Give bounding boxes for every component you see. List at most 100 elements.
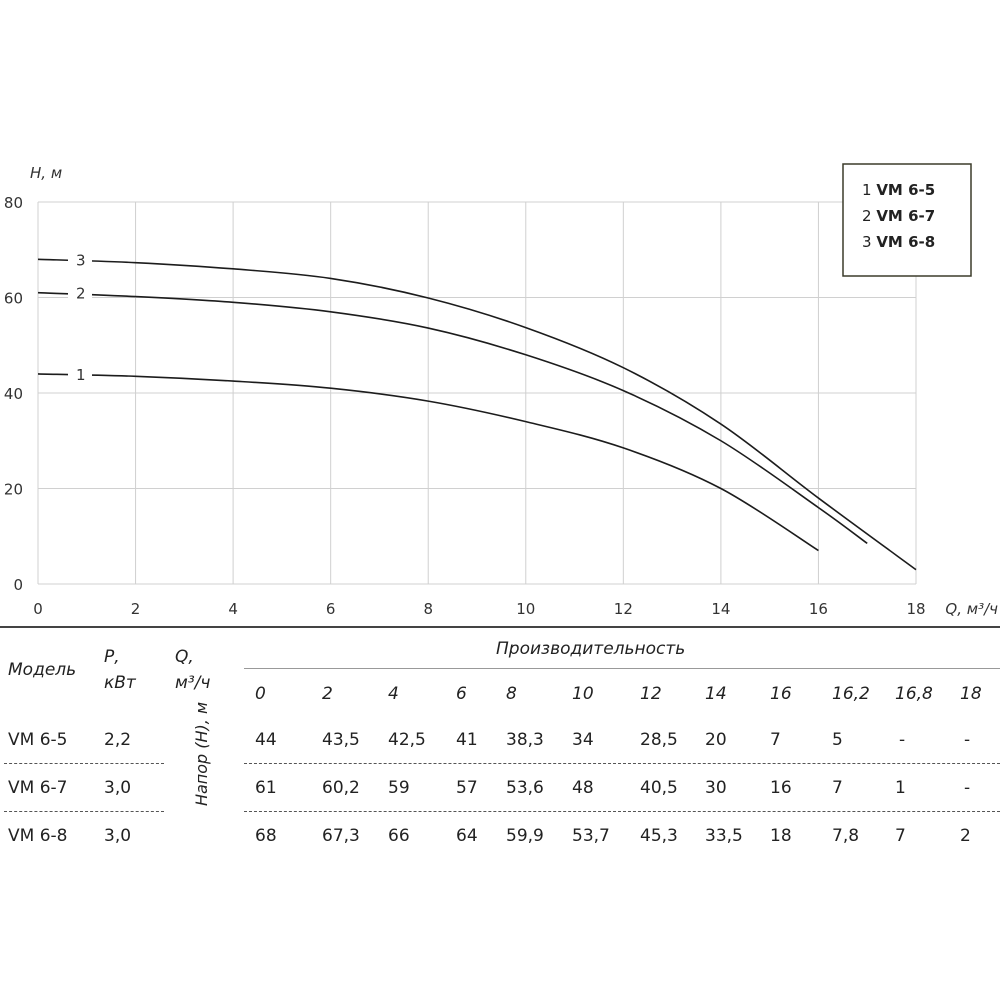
row-model: VM 6-5 — [8, 730, 68, 750]
row-head-value: 2 — [960, 826, 971, 846]
series-label-3: 3 — [76, 251, 86, 269]
row-head-value: 66 — [388, 826, 410, 846]
row-head-value: 7 — [770, 730, 781, 750]
row-separator — [244, 811, 1000, 812]
row-head-value: 67,3 — [322, 826, 360, 846]
row-head-value: 64 — [456, 826, 478, 846]
x-tick-label: 16 — [809, 600, 828, 618]
y-tick-label: 40 — [4, 385, 23, 403]
flow-value: 18 — [960, 684, 982, 704]
flow-value: 0 — [255, 684, 266, 704]
y-tick-label: 60 — [4, 290, 23, 308]
series-line-2 — [37, 291, 868, 545]
row-head-value: 45,3 — [640, 826, 678, 846]
row-head-value: 60,2 — [322, 778, 360, 798]
power-header: Р, кВт — [104, 647, 136, 693]
row-head-value: 28,5 — [640, 730, 678, 750]
row-head-value: 1 — [895, 778, 906, 798]
flow-value: 10 — [572, 684, 594, 704]
row-head-value: 7,8 — [832, 826, 860, 846]
y-tick-label: 80 — [4, 194, 23, 212]
x-axis-title: Q, м³/ч — [945, 600, 998, 618]
row-power: 3,0 — [104, 778, 132, 798]
row-head-value: 7 — [832, 778, 843, 798]
chart-series: 1 2 3 — [37, 250, 917, 571]
flow-value: 4 — [388, 684, 399, 704]
row-head-value: 7 — [895, 826, 906, 846]
row-model: VM 6-7 — [8, 778, 68, 798]
y-tick-label: 20 — [4, 481, 23, 499]
series-label-bg — [68, 283, 92, 302]
row-head-value: 16 — [770, 778, 792, 798]
performance-table: Модель Р, кВт Q, м³/ч Производительность Н… — [0, 626, 1000, 856]
flow-value: 14 — [705, 684, 727, 704]
performance-group-header: Производительность — [496, 639, 686, 659]
x-tick-label: 14 — [711, 600, 730, 618]
flow-value: 2 — [322, 684, 333, 704]
row-head-value: 41 — [456, 730, 478, 750]
x-tick-label: 0 — [33, 600, 43, 618]
chart-grid — [37, 201, 917, 585]
series-label-bg — [68, 364, 92, 383]
row-separator — [244, 763, 1000, 764]
legend-box — [842, 163, 972, 277]
y-axis-title: H, м — [30, 164, 62, 182]
x-tick-label: 10 — [516, 600, 535, 618]
row-head-value: 18 — [770, 826, 792, 846]
row-head-value: 42,5 — [388, 730, 426, 750]
row-head-value: 43,5 — [322, 730, 360, 750]
row-head-value: - — [964, 778, 971, 798]
row-head-value: 57 — [456, 778, 478, 798]
x-tick-label: 12 — [614, 600, 633, 618]
row-head-value: 33,5 — [705, 826, 743, 846]
x-tick-label: 6 — [326, 600, 336, 618]
row-head-value: 59 — [388, 778, 410, 798]
row-head-value: 53,7 — [572, 826, 610, 846]
flow-header: Q, м³/ч — [175, 647, 211, 693]
flow-value: 16,2 — [832, 684, 870, 704]
flow-value: 12 — [640, 684, 662, 704]
row-head-value: 30 — [705, 778, 727, 798]
head-axis-label: Напор (Н), м — [192, 701, 211, 807]
row-head-value: 44 — [255, 730, 277, 750]
row-head-value: 20 — [705, 730, 727, 750]
x-tick-label: 18 — [906, 600, 925, 618]
x-tick-label: 2 — [131, 600, 141, 618]
model-header: Модель — [8, 660, 77, 680]
x-tick-label: 8 — [423, 600, 433, 618]
row-head-value: 68 — [255, 826, 277, 846]
row-separator — [4, 811, 164, 812]
flow-value: 16 — [770, 684, 792, 704]
row-head-value: 5 — [832, 730, 843, 750]
row-power: 3,0 — [104, 826, 132, 846]
y-tick-label: 0 — [13, 576, 23, 594]
legend-entry: 3 VM 6-8 — [862, 233, 935, 251]
series-line-1 — [37, 373, 819, 552]
row-head-value: 53,6 — [506, 778, 544, 798]
chart-legend: 1 VM 6-5 2 VM 6-7 3 VM 6-8 — [842, 163, 972, 277]
row-head-value: 48 — [572, 778, 594, 798]
legend-entry: 1 VM 6-5 — [862, 181, 935, 199]
flow-value: 6 — [456, 684, 467, 704]
series-line-3 — [37, 258, 917, 571]
row-head-value: 38,3 — [506, 730, 544, 750]
top-blank-area — [0, 0, 1000, 150]
row-separator — [4, 763, 164, 764]
row-model: VM 6-8 — [8, 826, 68, 846]
series-label-2: 2 — [76, 285, 86, 303]
row-head-value: 34 — [572, 730, 594, 750]
series-label-bg — [68, 250, 92, 269]
row-power: 2,2 — [104, 730, 132, 750]
flow-value: 16,8 — [895, 684, 933, 704]
flow-value: 8 — [506, 684, 517, 704]
table-top-rule — [0, 626, 1000, 628]
row-head-value: 61 — [255, 778, 277, 798]
row-head-value: 40,5 — [640, 778, 678, 798]
row-head-value: - — [899, 730, 906, 750]
legend-entry: 2 VM 6-7 — [862, 207, 935, 225]
row-head-value: 59,9 — [506, 826, 544, 846]
x-tick-label: 4 — [228, 600, 238, 618]
series-label-1: 1 — [76, 366, 86, 384]
